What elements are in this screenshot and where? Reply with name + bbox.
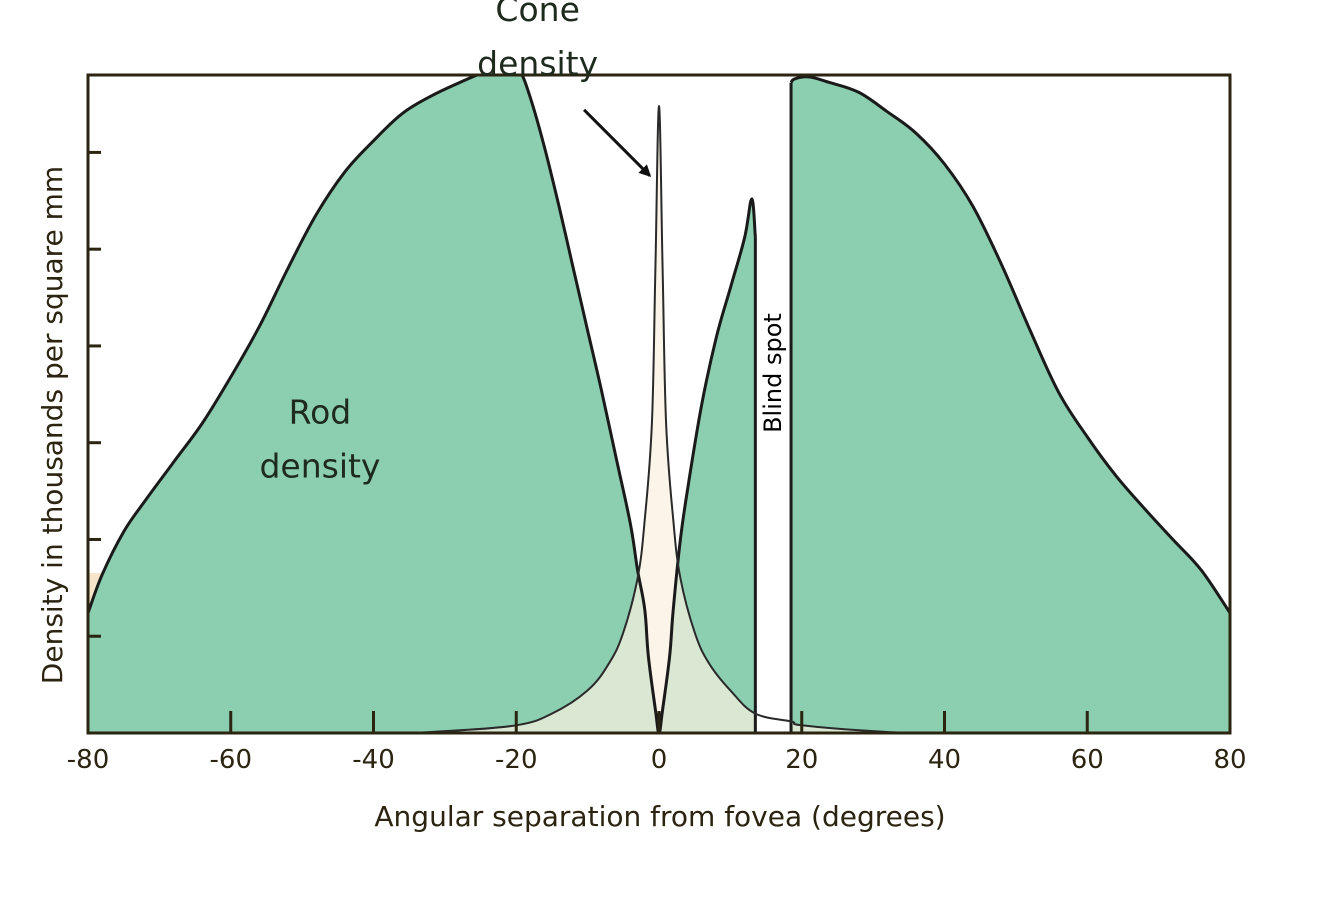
x-tick-label-3: -40 <box>352 745 394 775</box>
cone-density-area <box>88 106 1230 733</box>
annotation-rod-1: Rod <box>289 392 352 431</box>
blind-spot-label: Blind spot <box>759 313 787 433</box>
x-tick-label-5: 0 <box>651 745 668 775</box>
annotation-density-4: density <box>477 44 598 83</box>
x-axis-title: Angular separation from fovea (degrees) <box>374 800 945 833</box>
annotation-cone-3: Cone <box>495 0 579 29</box>
series-outline-layer <box>88 75 1230 733</box>
y-axis-title: Density in thousands per square mm <box>36 166 69 684</box>
cone-density-arrow <box>582 108 652 178</box>
rod-density-area-1 <box>88 75 756 733</box>
blind-spot-band <box>756 77 791 732</box>
y-axis-ticks <box>88 150 101 638</box>
rod-density-area-2 <box>791 76 1230 733</box>
x-tick-label-6: 20 <box>785 745 818 775</box>
annotation-layer: Rod density Cone density <box>259 0 598 486</box>
x-tick-label-8: 60 <box>1071 745 1104 775</box>
rod-density-line-2 <box>789 75 1230 614</box>
x-tick-label-7: 40 <box>928 745 961 775</box>
x-tick-label-2: -60 <box>210 745 252 775</box>
x-tick-label-1: -80 <box>67 745 109 775</box>
annotation-density-2: density <box>259 447 380 486</box>
cone-density-line <box>88 104 1230 733</box>
series-layer <box>88 75 1230 733</box>
x-tick-label-4: -20 <box>495 745 537 775</box>
x-axis-ticks: -80 -60 -40 -20 0 20 40 60 80 <box>67 711 1247 775</box>
x-tick-label-9: 80 <box>1213 745 1246 775</box>
rod-density-line-1 <box>88 75 757 733</box>
